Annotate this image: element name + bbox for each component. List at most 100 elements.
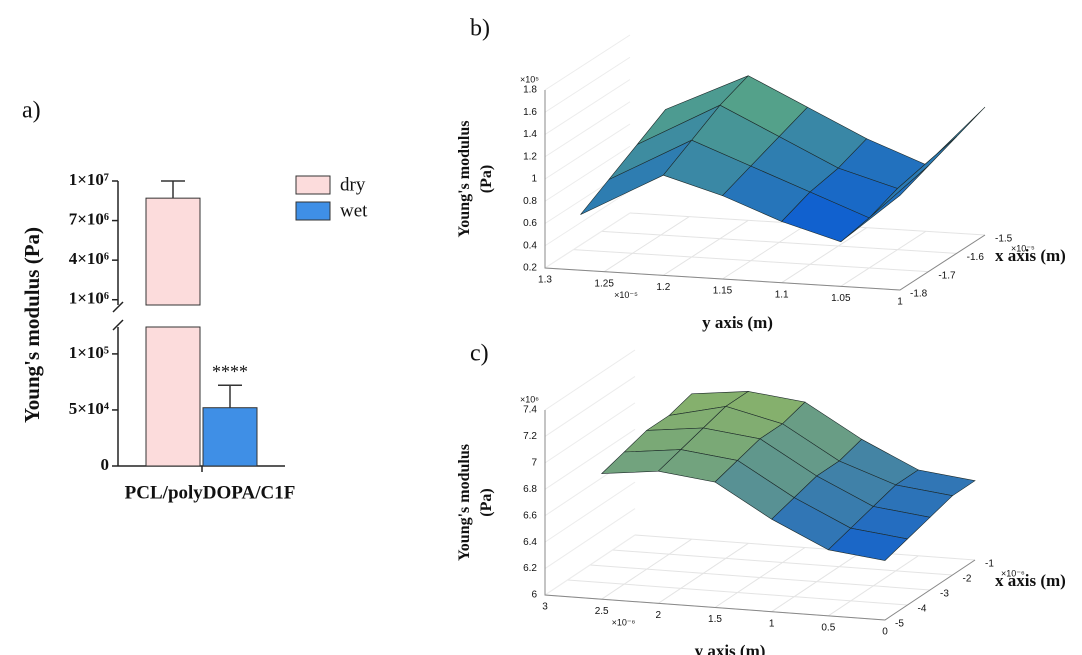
x-multiplier: ×10⁻⁶ [1001,568,1025,578]
z-tick-label: 1 [531,174,537,185]
z-axis-label-line: (Pa) [478,165,495,193]
x-tick-label: PCL/polyDOPA/C1F [125,482,296,503]
legend-swatch [295,175,331,195]
x-tick-label: -4 [918,604,927,615]
axis-line [544,90,986,291]
z-multiplier: ×10⁵ [520,74,539,84]
grid-line [589,564,931,591]
z-axis-label: Young's modulus (Pa) [456,444,495,561]
grid-line [567,579,908,606]
legend-label: wet [340,200,368,221]
grid-line [544,56,631,113]
grid-line [544,349,636,411]
z-tick-label: 6.2 [523,563,537,574]
z-multiplier: ×10⁶ [520,394,539,404]
x-axis-label: x axis (m) [995,571,1066,590]
x-tick-label: -2 [963,574,972,585]
z-tick-label: 6.4 [523,537,537,548]
grid-line [722,223,808,280]
grid-line [544,376,636,437]
grid-line [544,534,636,596]
z-tick-label: 7.2 [523,431,537,442]
z-tick-label: 1.2 [523,151,537,162]
y-tick-label: 2.5 [595,606,609,617]
y-axis-label: Young's modulus (Pa) [20,227,44,423]
y-tick-label: 1 [769,618,775,629]
x-tick-label: -1.5 [995,234,1013,245]
grid-line [544,402,636,464]
y-tick-label: 1.3 [538,275,552,286]
y-tick-label: 0.5 [821,622,835,633]
z-axis-label: Young's modulus (Pa) [456,121,495,238]
y-tick-label: 1 [897,297,903,308]
z-tick-label: 1.8 [523,85,537,96]
x-multiplier: ×10⁻⁵ [1011,243,1035,253]
grid-line [544,34,631,91]
grid-line [663,219,749,276]
x-tick-label: -1 [985,559,994,570]
grid-line [781,227,867,284]
grid-line [544,508,636,569]
z-tick-label: 1.4 [523,129,537,140]
y-tick-label: 1×10⁶ [69,289,109,308]
z-axis-label-line: (Pa) [478,488,495,516]
z-axis-label-line: Young's modulus [456,121,473,238]
surface-face [827,527,909,561]
y-tick-label: 1.2 [656,282,670,293]
significance: **** [212,361,248,381]
z-tick-label: 0.2 [523,263,537,274]
grid-line [544,481,636,543]
bar [202,407,258,467]
grid-line [612,549,953,576]
z-axis-label-line: Young's modulus [456,444,473,561]
grid-line [601,230,957,254]
grid-line [634,534,976,561]
y-tick-label: 1.1 [775,289,789,300]
axis-line [544,410,976,621]
panel-label: b) [470,16,490,42]
grid-line [544,428,636,490]
grid-line [544,212,631,269]
z-tick-label: 7.4 [523,405,537,416]
z-tick-label: 6 [531,590,537,601]
y-tick-label: 0 [882,627,888,638]
grid-line [544,145,631,202]
axis-break [112,301,124,313]
y-tick-label: 2 [656,610,662,621]
y-tick-label: 3 [542,602,548,613]
grid-line [573,249,929,273]
z-tick-label: 0.4 [523,240,537,251]
x-axis-label: x axis (m) [995,246,1066,265]
axis-break [112,319,124,331]
y-tick-label: 1.5 [708,614,722,625]
panel-label: c) [470,341,489,367]
z-tick-label: 0.8 [523,196,537,207]
y-axis-label: y axis (m) [695,641,766,655]
y-tick-label: 7×10⁶ [69,209,109,228]
y-tick-label: 0 [101,455,110,474]
grid-line [840,230,927,287]
y-multiplier: ×10⁻⁵ [614,290,638,300]
z-tick-label: 6.8 [523,484,537,495]
grid-line [544,101,631,158]
x-tick-label: -1.8 [910,289,928,300]
grid-line [544,190,631,247]
panel-label: a) [22,98,41,124]
y-tick-label: 1.05 [831,293,851,304]
y-tick-label: 1×10⁷ [69,170,109,189]
grid-line [544,123,631,180]
y-tick-label: 1.25 [594,278,614,289]
legend-swatch [295,201,331,221]
grid-line [544,79,631,135]
z-tick-label: 1.6 [523,107,537,118]
z-tick-label: 7 [531,457,537,468]
bar [145,326,201,467]
bar [145,197,201,306]
y-tick-label: 1×10⁵ [69,343,109,362]
y-tick-label: 1.15 [713,286,733,297]
legend-label: dry [340,174,366,195]
surface-face [840,165,929,243]
y-tick-label: 5×10⁴ [69,399,109,418]
z-tick-label: 0.6 [523,218,537,229]
